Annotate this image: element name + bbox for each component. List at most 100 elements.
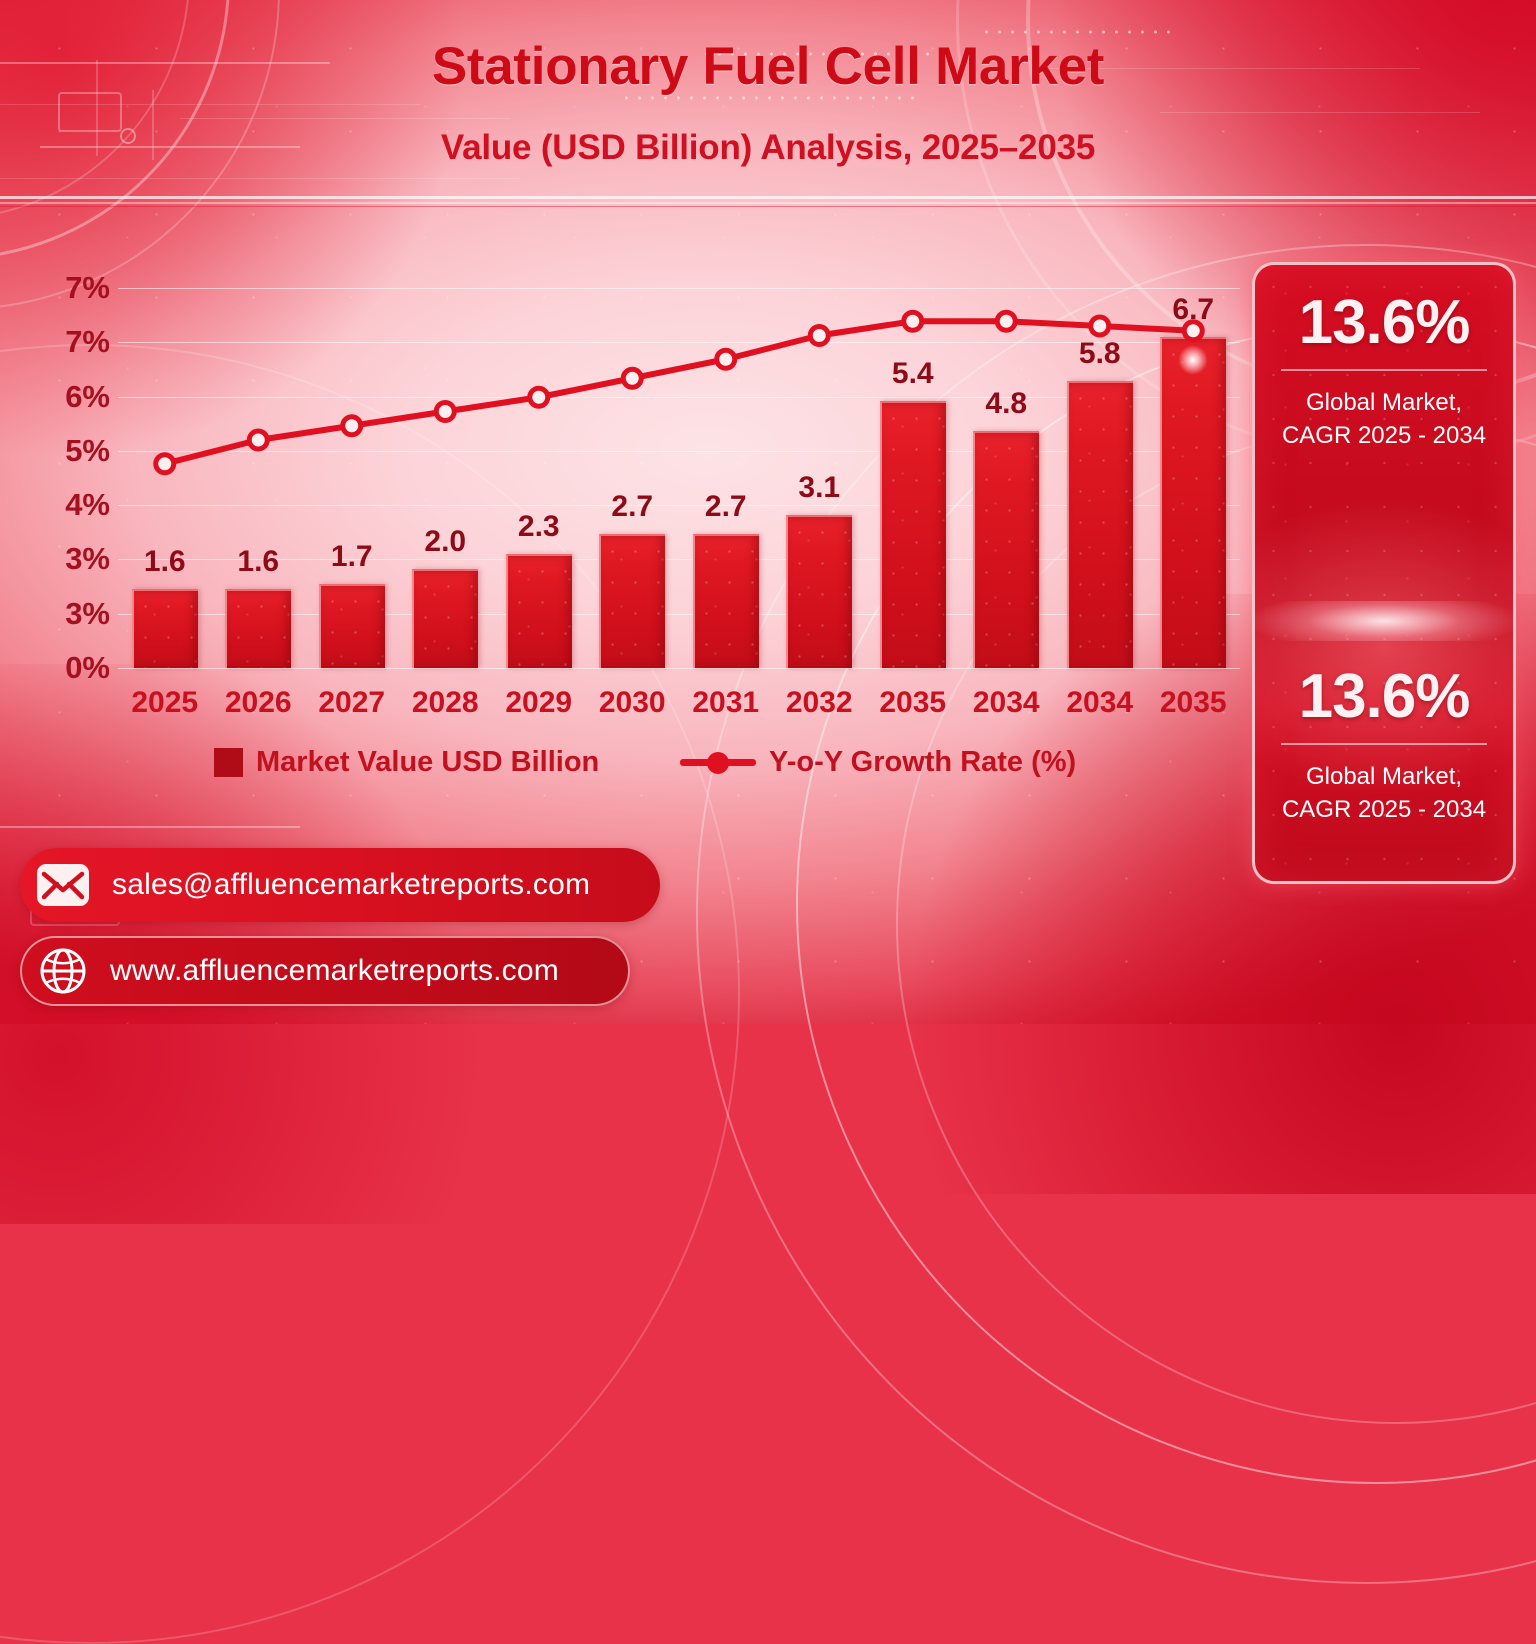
bar-value-label: 1.7 (330, 539, 373, 573)
circuit-trace (40, 146, 300, 148)
legend-bar-label: Market Value USD Billion (256, 746, 600, 778)
cagr-stat-top: 13.6% Global Market, CAGR 2025 - 2034 (1255, 287, 1513, 452)
y-axis-tick-label: 4% (65, 487, 110, 523)
cagr-top-caption: Global Market, CAGR 2025 - 2034 (1255, 387, 1513, 452)
cagr-bottom-caption: Global Market, CAGR 2025 - 2034 (1255, 761, 1513, 826)
chart-legend: Market Value USD Billion Y-o-Y Growth Ra… (118, 742, 1118, 792)
page-title: Stationary Fuel Cell Market (431, 37, 1105, 96)
line-data-point[interactable] (901, 309, 925, 333)
globe-icon (38, 946, 88, 996)
chart-line-series (153, 309, 1205, 476)
cagr-top-caption-line1: Global Market, (1305, 389, 1463, 416)
y-axis-tick-label: 7% (65, 270, 110, 305)
cagr-top-caption-line2: CAGR 2025 - 2034 (1281, 421, 1487, 449)
x-axis-tick-label: 2028 (411, 686, 479, 719)
gridline (118, 668, 1240, 669)
bar-value-label: 5.8 (1078, 337, 1121, 371)
cagr-top-rule (1281, 369, 1487, 371)
gridline (118, 450, 1240, 452)
bar-value-label: 2.3 (517, 510, 560, 544)
circuit-dots (980, 30, 1180, 34)
line-data-point[interactable] (714, 347, 738, 371)
gridline (118, 288, 1240, 289)
envelope-icon (36, 863, 90, 907)
header-divider (0, 202, 1536, 204)
circuit-trace (180, 118, 510, 119)
circuit-trace (0, 62, 330, 64)
line-data-point[interactable] (153, 452, 177, 476)
page-subtitle: Value (USD Billion) Analysis, 2025–2035 (440, 128, 1096, 167)
line-data-point[interactable] (1181, 319, 1205, 343)
circuit-dots (620, 96, 920, 100)
circuit-node (120, 128, 136, 144)
x-axis-tick-label: 2029 (505, 686, 573, 719)
circuit-trace (0, 178, 520, 179)
y-axis-tick-label: 7% (65, 324, 110, 360)
bar-value-label: 1.6 (237, 544, 280, 578)
legend-bar-swatch-icon (214, 748, 243, 777)
contact-email-text: sales@affluencemarketreports.com (112, 868, 591, 901)
header-divider (0, 206, 1536, 207)
cagr-bottom-caption-line1: Global Market, (1305, 763, 1463, 790)
circuit-trace (1160, 112, 1480, 113)
header: Stationary Fuel Cell Market Value (USD B… (0, 0, 1536, 200)
circuit-chip (58, 92, 122, 132)
gridline (118, 505, 1240, 507)
gridline (118, 559, 1240, 561)
y-axis-tick-label: 0% (65, 650, 110, 685)
bar-highlight-glow (1177, 344, 1208, 375)
circuit-trace (96, 60, 98, 156)
x-axis-tick-label: 2025 (131, 686, 199, 719)
chart-panel: 7% 7% 6% 5% 4% 3% 3% 0% 1.6 1.6 1.7 2.0 2.3 2.7 2.7 3.… (0, 208, 1240, 808)
legend-item-line[interactable]: Y-o-Y Growth Rate (%) (680, 746, 1076, 779)
x-axis-tick-label: 2035 (1159, 686, 1227, 719)
contact-block: sales@affluencemarketreports.com www.aff… (20, 848, 660, 1006)
x-axis-tick-label: 2030 (598, 686, 666, 719)
x-axis-tick-label: 2032 (785, 686, 853, 719)
gridline (118, 396, 1240, 398)
panel-divider-glow (1255, 601, 1513, 641)
y-axis-tick-label: 3% (65, 595, 110, 631)
x-axis-tick-label: 2034 (1066, 686, 1134, 719)
line-data-point[interactable] (246, 428, 270, 452)
y-axis-tick-label: 5% (65, 432, 110, 468)
panel-specks (1255, 265, 1513, 881)
line-data-point[interactable] (433, 400, 457, 423)
contact-email-pill[interactable]: sales@affluencemarketreports.com (20, 848, 660, 922)
legend-line-marker-icon (680, 751, 756, 774)
bar-value-label: 2.7 (704, 490, 747, 524)
cagr-panel: 13.6% Global Market, CAGR 2025 - 2034 13… (1252, 262, 1516, 884)
x-axis-tick-label: 2035 (879, 686, 947, 719)
bar-value-label: 4.8 (985, 386, 1028, 420)
bar-value-label: 2.0 (424, 525, 467, 559)
gridline (118, 613, 1240, 615)
cagr-top-value: 13.6% (1298, 288, 1471, 357)
cagr-bottom-caption-line2: CAGR 2025 - 2034 (1281, 795, 1487, 823)
y-axis-tick-label: 6% (65, 378, 110, 414)
x-axis-tick-label: 2031 (692, 686, 760, 719)
line-data-point[interactable] (994, 309, 1018, 333)
cagr-bottom-rule (1281, 743, 1487, 745)
legend-line-label: Y-o-Y Growth Rate (%) (769, 746, 1077, 778)
growth-rate-line (161, 318, 1197, 467)
y-axis-tick-label: 3% (65, 541, 110, 577)
gridline (118, 342, 1240, 344)
header-divider (0, 196, 1536, 199)
line-data-point[interactable] (340, 414, 364, 438)
line-data-point[interactable] (527, 385, 551, 409)
circuit-trace (1040, 68, 1420, 69)
bar-value-label: 1.6 (143, 544, 186, 578)
circuit-dots (700, 52, 930, 56)
contact-website-pill[interactable]: www.affluencemarketreports.com (20, 936, 630, 1006)
x-axis-tick-label: 2026 (224, 686, 292, 719)
line-data-point[interactable] (620, 366, 644, 390)
bar-value-label: 2.7 (611, 490, 654, 524)
x-axis-tick-label: 2027 (318, 686, 386, 719)
line-data-point[interactable] (807, 324, 831, 347)
legend-item-bar[interactable]: Market Value USD Billion (214, 746, 599, 779)
contact-website-text: www.affluencemarketreports.com (110, 954, 559, 987)
circuit-trace (0, 104, 420, 105)
circuit-trace (152, 90, 154, 160)
x-axis-tick-label: 2034 (972, 686, 1040, 719)
line-data-point[interactable] (1088, 314, 1112, 338)
